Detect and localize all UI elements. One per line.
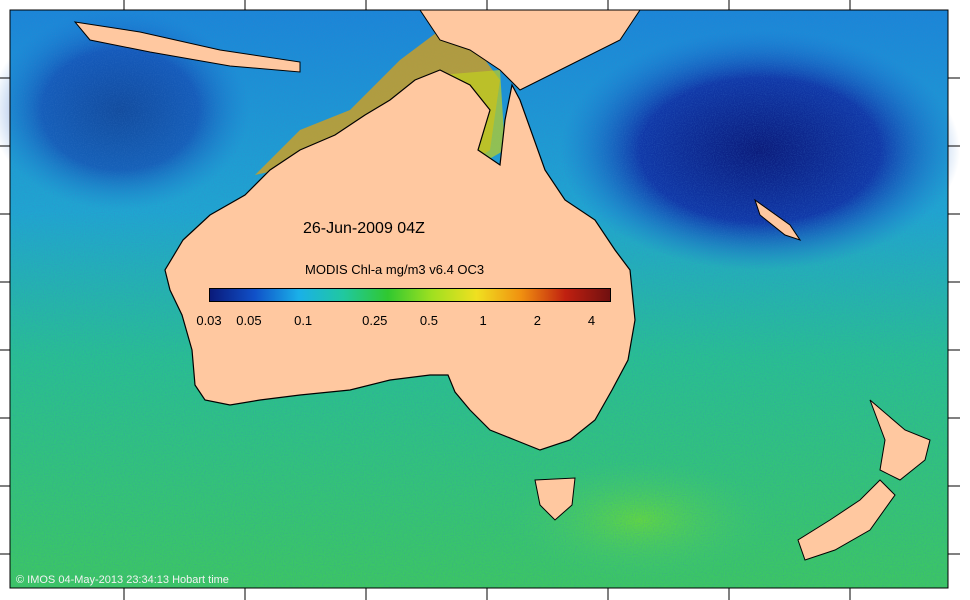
colorbar-tick-label: 4 bbox=[587, 313, 596, 328]
nz-north-island bbox=[869, 399, 931, 481]
colorbar-tick-label: 0.1 bbox=[294, 313, 313, 328]
australia-land bbox=[164, 69, 636, 451]
colorbar-tick-label: 1 bbox=[479, 313, 487, 328]
map-border bbox=[9, 9, 949, 589]
credit-text: © IMOS 04-May-2013 23:34:13 Hobart time bbox=[16, 574, 229, 586]
colorbar-tick-label: 0.03 bbox=[196, 313, 222, 328]
colorbar-tick-label: 2 bbox=[533, 313, 541, 328]
new-caledonia-land bbox=[754, 198, 802, 241]
date-label: 26-Jun-2009 04Z bbox=[303, 220, 425, 237]
colorbar-tick-label: 0.5 bbox=[419, 313, 439, 328]
indonesia-land bbox=[73, 21, 301, 73]
new-guinea-land bbox=[419, 9, 641, 91]
colorbar-tick-label: 0.05 bbox=[236, 313, 262, 328]
colorbar bbox=[209, 288, 611, 302]
nz-south-island bbox=[797, 479, 896, 561]
colorbar-title: MODIS Chl-a mg/m3 v6.4 OC3 bbox=[305, 262, 485, 277]
colorbar-tick-label: 0.25 bbox=[362, 313, 388, 328]
tasmania-land bbox=[534, 477, 576, 521]
